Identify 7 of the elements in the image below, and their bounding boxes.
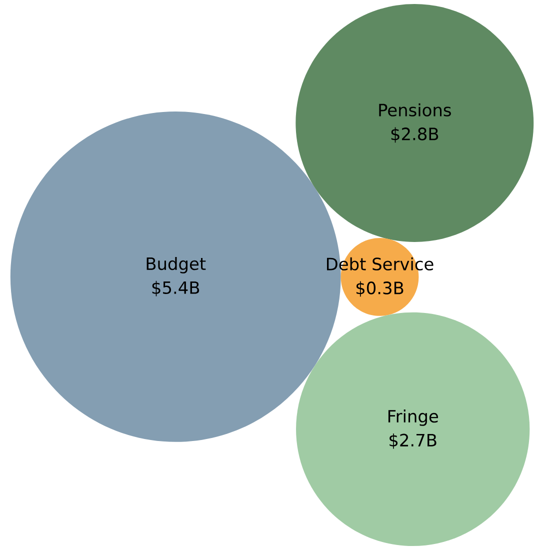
- data-label: $2.7B: [390, 433, 436, 449]
- category-label: Budget: [146, 257, 206, 274]
- category-label: Pensions: [379, 103, 451, 116]
- data-label: $5.4B: [152, 280, 200, 296]
- category-label: Fringe: [388, 410, 438, 426]
- data-label: $2.8B: [391, 127, 438, 143]
- data-label: $0.3B: [356, 281, 404, 297]
